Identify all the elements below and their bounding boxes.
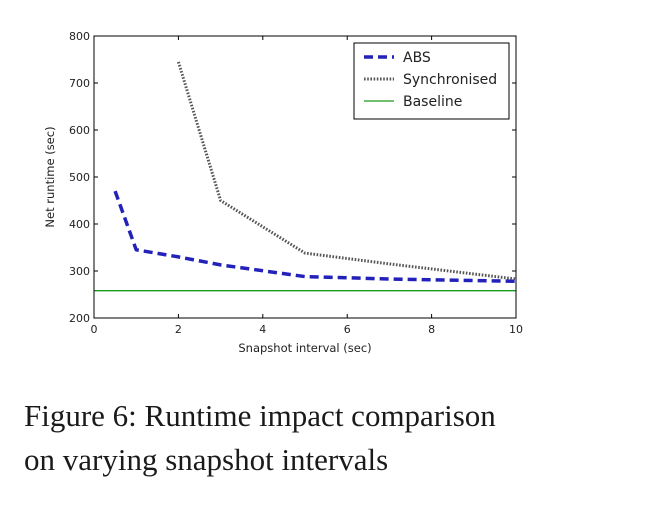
legend-label-baseline: Baseline [403, 94, 462, 110]
y-axis-ticks: 200 300 400 500 600 700 800 [69, 30, 516, 325]
x-tick-label: 6 [344, 323, 351, 336]
legend-label-synchronised: Synchronised [403, 72, 497, 88]
x-tick-label: 10 [509, 323, 523, 336]
y-tick-label: 500 [69, 171, 90, 184]
y-tick-label: 400 [69, 218, 90, 231]
x-tick-label: 2 [175, 323, 182, 336]
caption-line-1: Figure 6: Runtime impact comparison [24, 398, 496, 433]
figure-caption: Figure 6: Runtime impact comparison on v… [24, 394, 634, 482]
y-axis-label: Net runtime (sec) [43, 126, 57, 227]
y-tick-label: 200 [69, 312, 90, 325]
x-tick-label: 0 [91, 323, 98, 336]
x-tick-label: 8 [428, 323, 435, 336]
y-tick-label: 700 [69, 77, 90, 90]
axes-layer: 0 2 4 6 8 10 200 300 400 500 600 700 800 Snapshot i… [43, 30, 523, 355]
legend: ABS Synchronised Baseline [353, 42, 510, 120]
legend-label-abs: ABS [403, 50, 431, 66]
x-tick-label: 4 [259, 323, 266, 336]
plot-layer [94, 61, 517, 292]
line-chart: 0 2 4 6 8 10 200 300 400 500 600 700 800 Snapshot i… [43, 30, 523, 355]
y-tick-label: 300 [69, 265, 90, 278]
caption-line-2: on varying snapshot intervals [24, 442, 389, 477]
series-line-abs [113, 190, 517, 284]
series-line-synchronised [176, 61, 517, 281]
y-tick-label: 600 [69, 124, 90, 137]
x-axis-ticks: 0 2 4 6 8 10 [91, 36, 523, 336]
y-tick-label: 800 [69, 30, 90, 43]
x-axis-label: Snapshot interval (sec) [238, 341, 371, 355]
